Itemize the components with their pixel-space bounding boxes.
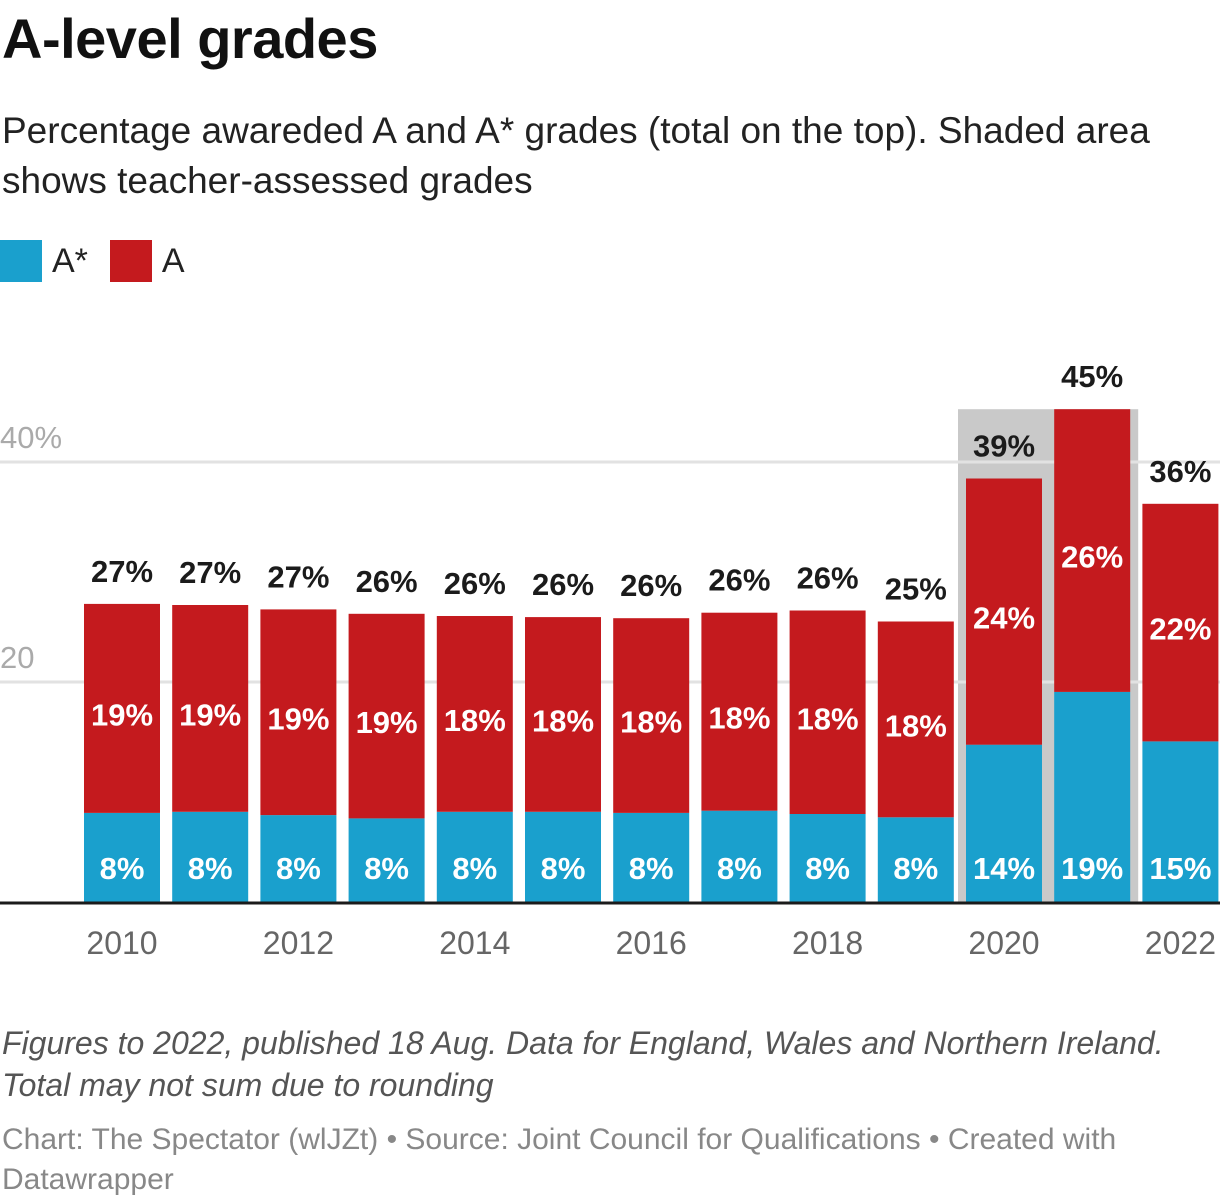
x-tick-label-2016: 2016 [616,925,687,961]
data-label-a_star-2010: 8% [100,851,145,886]
bar-a-2020 [966,478,1042,745]
total-label-2019: 25% [885,572,947,607]
bar-chart: 40% 20 8% 19% 27% 8% 19% 27% 8% 19% 27% 8% 19% 26% 8% 1… [0,359,1220,961]
bar-a_star-2010 [84,812,160,902]
bar-a_star-2021 [1054,691,1131,902]
chart-credits: Chart: The Spectator (wlJZt) • Source: J… [2,1123,1117,1196]
bar-a-2012 [260,609,337,816]
data-label-a-2011: 19% [179,697,241,732]
data-label-a_star-2016: 8% [629,851,674,886]
total-label-2011: 27% [179,555,241,590]
y-tick-label-40: 40% [0,420,62,455]
data-label-a_star-2013: 8% [364,851,409,886]
data-label-a-2018: 18% [797,701,859,736]
legend-label-a: A [161,241,185,280]
data-label-a-2010: 19% [91,697,153,732]
legend-label-a-star: A* [52,241,88,280]
bar-a-2013 [348,613,425,819]
bar-a_star-2016 [613,812,690,902]
data-label-a_star-2018: 8% [805,851,850,886]
total-label-2017: 26% [708,563,770,598]
chart-subtitle: Percentage awareded A and A* grades (tot… [2,110,1150,201]
bar-a_star-2017 [701,810,778,902]
data-label-a-2022: 22% [1149,612,1211,647]
legend-swatch-a [109,240,152,282]
data-label-a-2012: 19% [267,701,329,736]
data-label-a_star-2017: 8% [717,851,762,886]
total-label-2021: 45% [1061,359,1123,394]
total-label-2014: 26% [444,566,506,601]
x-tick-label-2012: 2012 [263,925,334,961]
total-label-2015: 26% [532,567,594,602]
bar-a-2022 [1142,503,1219,742]
legend-item-a: A [109,240,185,282]
x-tick-label-2022: 2022 [1145,925,1216,961]
data-label-a_star-2022: 15% [1149,851,1211,886]
data-label-a_star-2014: 8% [452,851,497,886]
data-label-a-2013: 19% [356,705,418,740]
data-label-a-2019: 18% [885,708,947,743]
data-label-a-2015: 18% [532,703,594,738]
data-label-a-2021: 26% [1061,540,1123,575]
y-tick-label-20: 20 [0,640,34,675]
bar-a-2021 [1054,409,1131,692]
x-tick-label-2014: 2014 [439,925,510,961]
x-tick-label-2020: 2020 [968,925,1039,961]
bar-a-2017 [701,612,778,811]
bar-a-2016 [613,618,690,813]
total-label-2010: 27% [91,554,153,589]
total-label-2022: 36% [1149,454,1211,489]
bar-a-2015 [525,617,601,812]
legend-item-a-star: A* [0,240,88,282]
total-label-2012: 27% [267,559,329,594]
total-label-2018: 26% [797,561,859,596]
data-label-a_star-2021: 19% [1061,851,1123,886]
chart-notes: Figures to 2022, published 18 Aug. Data … [2,1025,1164,1103]
bar-a-2014 [436,616,513,812]
bar-a_star-2020 [966,744,1042,902]
data-label-a_star-2012: 8% [276,851,321,886]
data-label-a_star-2011: 8% [188,851,233,886]
bar-a_star-2011 [172,811,249,902]
total-label-2020: 39% [973,429,1035,464]
legend: A* A [0,240,207,282]
total-label-2013: 26% [356,564,418,599]
data-label-a-2016: 18% [620,705,682,740]
bar-a_star-2019 [877,817,954,902]
bar-a-2011 [172,605,249,812]
x-tick-label-2010: 2010 [86,925,157,961]
bar-a_star-2018 [789,814,866,902]
chart-title: A-level grades [2,7,378,70]
bar-a_star-2012 [260,815,337,902]
x-tick-label-2018: 2018 [792,925,863,961]
bar-a-2019 [877,621,954,818]
bar-a_star-2014 [436,811,513,902]
total-label-2016: 26% [620,568,682,603]
bar-a-2018 [789,610,866,814]
data-label-a-2017: 18% [708,701,770,736]
legend-swatch-a-star [0,240,42,282]
data-label-a_star-2020: 14% [973,851,1035,886]
bar-a_star-2022 [1142,741,1219,902]
data-label-a-2020: 24% [973,601,1035,636]
bar-a_star-2015 [525,811,601,902]
data-label-a_star-2019: 8% [893,851,938,886]
bar-a_star-2013 [348,818,425,902]
data-label-a-2014: 18% [444,703,506,738]
data-label-a_star-2015: 8% [541,851,586,886]
bar-a-2010 [84,603,160,813]
